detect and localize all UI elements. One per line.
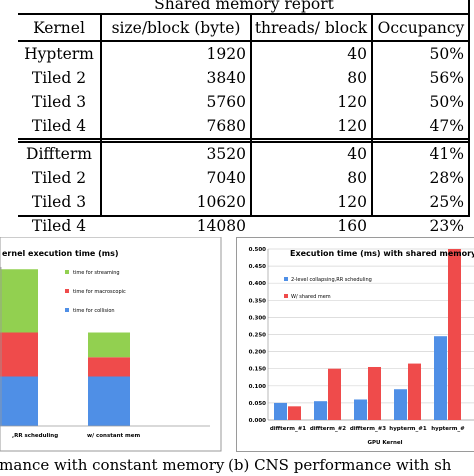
table-title: Shared memory report <box>18 0 470 13</box>
left-chart: time for streaming time for macroscopic ti… <box>0 237 222 452</box>
table-cell: 80 <box>251 66 367 90</box>
left-bar-segment <box>88 333 130 358</box>
left-legend-label: time for collision <box>73 308 115 314</box>
right-legend-label: W/ shared mem <box>291 294 331 300</box>
table-cell: 40 <box>251 42 367 66</box>
table-cell: 50% <box>372 42 464 66</box>
right-legend-label: 2-level collapsing,RR scheduling <box>291 277 372 283</box>
table-cell: 1920 <box>102 42 246 66</box>
left-legend-swatch <box>65 270 69 274</box>
right-bar <box>288 406 301 420</box>
table-cell: 47% <box>372 114 464 138</box>
left-x-label-1: w/ constant mem <box>87 433 140 439</box>
col-header-occupancy: Occupancy <box>372 16 470 40</box>
shared-memory-table: Shared memory report Kernel size/block (… <box>10 0 470 216</box>
right-x-tick: hypterm_#1 <box>389 426 427 432</box>
right-chart: 0.000 0.050 0.100 0.150 0.200 0.250 0.300 0.350… <box>236 237 474 452</box>
right-chart-title: Execution time (ms) with shared memory u… <box>290 249 474 258</box>
right-bar <box>314 401 327 420</box>
table-cell: 56% <box>372 66 464 90</box>
left-legend-swatch <box>65 289 69 293</box>
right-x-axis-label: GPU Kernel <box>367 440 402 446</box>
table-cell: 28% <box>372 166 464 190</box>
right-bar <box>368 367 381 420</box>
left-legend-label: time for streaming <box>73 270 120 276</box>
left-x-label-0: ,RR scheduling <box>12 433 58 439</box>
right-chart-plot: 0.000 0.050 0.100 0.150 0.200 0.250 0.300 0.350… <box>236 237 474 452</box>
right-y-tick: 0.100 <box>249 384 267 390</box>
table-cell: Tiled 2 <box>18 166 100 190</box>
left-bar-segment <box>0 269 38 332</box>
right-legend-swatch <box>284 277 288 281</box>
right-y-tick: 0.500 <box>249 247 267 253</box>
table-cell: 14080 <box>102 214 246 238</box>
table-cell: Tiled 4 <box>18 214 100 238</box>
table-cell: Tiled 3 <box>18 90 100 114</box>
left-bar-segment <box>88 377 130 427</box>
right-y-tick: 0.250 <box>249 333 267 339</box>
right-bar <box>274 403 287 420</box>
caption-a: rmance with constant memory <box>0 456 224 474</box>
table-cell: 3840 <box>102 66 246 90</box>
table-cell: 41% <box>372 142 464 166</box>
table-cell: 50% <box>372 90 464 114</box>
caption-b: (b) CNS performance with sh <box>228 456 451 474</box>
table-cell: 3520 <box>102 142 246 166</box>
table-cell: Tiled 3 <box>18 190 100 214</box>
table-cell: 7040 <box>102 166 246 190</box>
figure-captions: rmance with constant memory (b) CNS perf… <box>0 456 474 476</box>
right-y-tick: 0.150 <box>249 367 267 373</box>
right-y-tick: 0.300 <box>249 315 267 321</box>
right-y-tick: 0.450 <box>249 264 267 270</box>
right-x-tick: diffterm_#1 <box>270 426 306 432</box>
left-legend-swatch <box>65 308 69 312</box>
table-cell: 80 <box>251 166 367 190</box>
right-x-tick: diffterm_#2 <box>310 426 346 432</box>
table-cell: 160 <box>251 214 367 238</box>
right-bar <box>408 364 421 420</box>
right-y-tick: 0.350 <box>249 298 267 304</box>
right-legend-swatch <box>284 294 288 298</box>
table-cell: 23% <box>372 214 464 238</box>
left-chart-title: ernel execution time (ms) <box>2 249 119 258</box>
table-cell: 120 <box>251 190 367 214</box>
left-bar-segment <box>88 357 130 376</box>
right-x-tick: hypterm_# <box>431 426 465 432</box>
col-header-size: size/block (byte) <box>102 16 250 40</box>
table-cell: 25% <box>372 190 464 214</box>
table-cell: 40 <box>251 142 367 166</box>
right-y-tick: 0.200 <box>249 350 267 356</box>
right-x-tick: diffterm_#3 <box>350 426 386 432</box>
table-cell: 120 <box>251 114 367 138</box>
table-cell: Hypterm <box>18 42 100 66</box>
right-y-tick: 0.400 <box>249 281 267 287</box>
left-chart-plot: time for streaming time for macroscopic ti… <box>0 237 222 452</box>
left-bar-segment <box>0 377 38 427</box>
table-cell: Tiled 4 <box>18 114 100 138</box>
table-cell: Diffterm <box>18 142 100 166</box>
right-bar <box>328 369 341 420</box>
right-bar <box>394 389 407 420</box>
left-legend-label: time for macroscopic <box>73 289 126 295</box>
col-header-threads: threads/ block <box>251 16 371 40</box>
left-bar-segment <box>0 333 38 377</box>
right-y-tick: 0.000 <box>249 418 267 424</box>
right-bar <box>434 336 447 420</box>
table-cell: 10620 <box>102 190 246 214</box>
table-cell: 5760 <box>102 90 246 114</box>
table-cell: 120 <box>251 90 367 114</box>
right-bar <box>354 399 367 420</box>
right-bar <box>448 249 461 420</box>
col-header-kernel: Kernel <box>18 16 100 40</box>
table-cell: 7680 <box>102 114 246 138</box>
table-cell: Tiled 2 <box>18 66 100 90</box>
right-y-tick: 0.050 <box>249 401 267 407</box>
